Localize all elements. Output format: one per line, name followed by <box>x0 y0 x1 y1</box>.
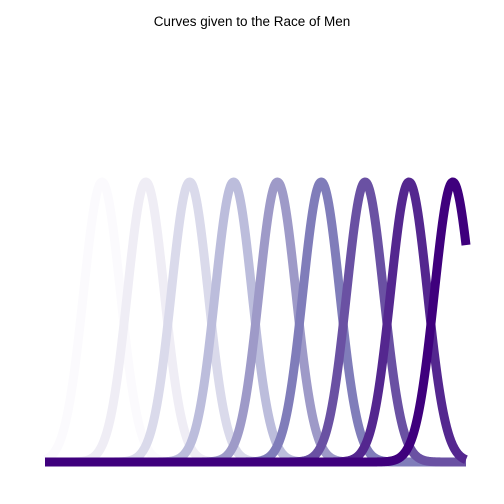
curves-group <box>41 177 471 467</box>
curve-9 <box>41 177 471 467</box>
chart-title: Curves given to the Race of Men <box>153 14 351 29</box>
